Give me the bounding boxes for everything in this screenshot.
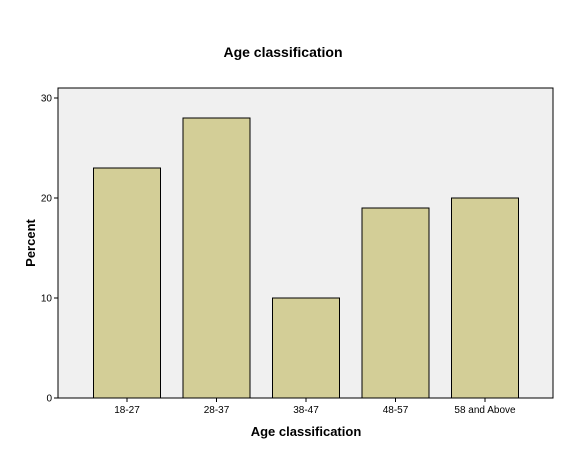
bar-28-37 xyxy=(182,117,251,399)
x-tick-label: 48-57 xyxy=(383,405,409,416)
bar-38-47 xyxy=(272,297,340,399)
chart-title: Age classification xyxy=(223,44,342,60)
y-tick-label: 10 xyxy=(41,294,53,305)
bar-48-57 xyxy=(361,207,430,399)
x-tick-label: 58 and Above xyxy=(454,405,516,416)
x-tick-label: 28-37 xyxy=(204,405,230,416)
x-axis-label: Age classification xyxy=(251,424,362,439)
y-tick-label: 20 xyxy=(41,194,53,205)
y-tick-label: 30 xyxy=(41,94,53,105)
y-axis: 0 10 20 30 xyxy=(41,94,58,405)
y-tick-label: 0 xyxy=(46,394,52,405)
x-tick-label: 18-27 xyxy=(114,405,140,416)
bar-18-27 xyxy=(93,167,161,399)
bar-58-and-above xyxy=(451,197,519,399)
x-tick-label: 38-47 xyxy=(293,405,319,416)
y-axis-label: Percent xyxy=(23,218,38,266)
x-axis: 18-27 28-37 38-47 48-57 58 and Above xyxy=(114,398,516,416)
bars-group xyxy=(93,117,519,399)
